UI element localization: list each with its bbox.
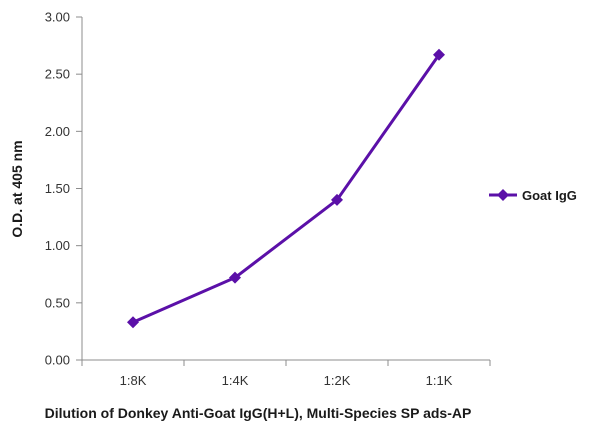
- y-tick-label: 3.00: [45, 10, 70, 25]
- y-tick-label: 1.00: [45, 238, 70, 253]
- x-tick-label: 1:8K: [120, 373, 147, 388]
- x-axis-ticks: 1:8K 1:4K 1:2K 1:1K: [81, 360, 491, 388]
- data-point-1-8k: [127, 316, 139, 329]
- series-line-goat-igg: [132, 53, 441, 324]
- y-axis-title: O.D. at 405 nm: [9, 140, 25, 237]
- y-tick-label: 0.50: [45, 295, 70, 310]
- data-point-1-1k: [433, 48, 445, 61]
- data-point-1-2k: [331, 193, 343, 206]
- legend: Goat IgG: [489, 188, 577, 203]
- legend-marker-diamond-icon: [497, 189, 509, 201]
- x-tick-label: 1:2K: [324, 373, 351, 388]
- data-point-1-4k: [229, 271, 241, 284]
- legend-label-goat-igg: Goat IgG: [522, 188, 577, 203]
- series-layer: [127, 48, 445, 329]
- y-tick-label: 2.00: [45, 124, 70, 139]
- x-tick-label: 1:1K: [426, 373, 453, 388]
- x-tick-label: 1:4K: [222, 373, 249, 388]
- y-tick-label: 0.00: [45, 353, 70, 368]
- y-tick-label: 2.50: [45, 67, 70, 82]
- y-tick-label: 1.50: [45, 181, 70, 196]
- y-axis-ticks: 0.00 0.50 1.00 1.50 2.00 2.50 3.00: [45, 10, 82, 368]
- x-axis-title: Dilution of Donkey Anti-Goat IgG(H+L), M…: [45, 405, 472, 421]
